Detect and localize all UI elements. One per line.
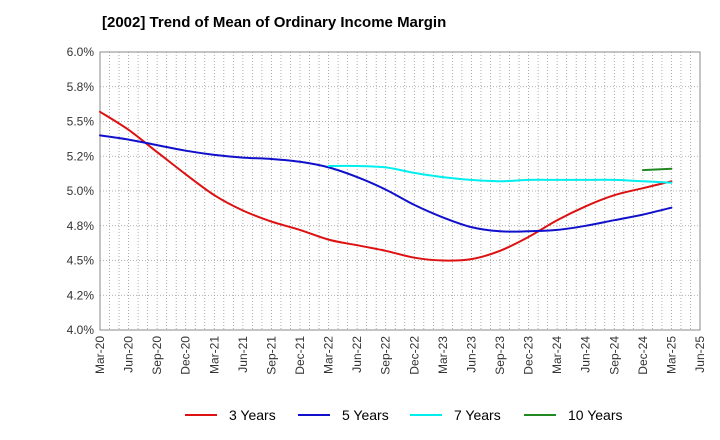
y-tick-label: 4.5% — [67, 254, 95, 268]
x-tick-label: Dec-21 — [293, 336, 307, 375]
y-tick-label: 5.0% — [67, 184, 95, 198]
x-tick-label: Mar-23 — [436, 336, 450, 374]
x-tick-label: Mar-21 — [207, 336, 221, 374]
x-tick-label: Jun-23 — [464, 336, 478, 373]
x-tick-label: Mar-24 — [550, 336, 564, 374]
x-tick-label: Jun-21 — [236, 336, 250, 373]
legend: 3 Years 5 Years 7 Years 10 Years — [0, 404, 720, 426]
x-tick-label: Mar-25 — [664, 336, 678, 374]
legend-label: 10 Years — [568, 407, 623, 423]
x-tick-labels: Mar-20 Jun-20 Sep-20 Dec-20 Mar-21 Jun-21 Sep-… — [93, 336, 707, 375]
line-chart: 4.0% 4.2% 4.5% 4.8% 5.0% 5.2% 5.5% 5.8% 6.0% Mar… — [67, 45, 707, 375]
x-tick-label: Jun-22 — [350, 336, 364, 373]
y-tick-label: 5.5% — [67, 115, 95, 129]
x-tick-label: Mar-22 — [322, 336, 336, 374]
legend-item: 7 Years — [410, 404, 501, 426]
legend-item: 10 Years — [524, 404, 623, 426]
x-tick-label: Sep-24 — [607, 336, 621, 375]
x-tick-label: Jun-24 — [579, 336, 593, 373]
series-line-5-years — [99, 134, 673, 233]
legend-item: 3 Years — [185, 404, 276, 426]
x-tick-label: Sep-22 — [379, 336, 393, 375]
x-tick-label: Mar-20 — [93, 336, 107, 374]
legend-swatch — [410, 414, 442, 416]
legend-label: 3 Years — [229, 407, 276, 423]
y-tick-label: 4.8% — [67, 219, 95, 233]
horizontal-gridlines — [100, 86, 700, 296]
legend-swatch — [524, 414, 556, 416]
y-tick-label: 5.8% — [67, 80, 95, 94]
x-tick-label: Dec-23 — [522, 336, 536, 375]
x-tick-label: Dec-22 — [407, 336, 421, 375]
x-tick-label: Sep-23 — [493, 336, 507, 375]
legend-swatch — [185, 414, 217, 416]
legend-swatch — [298, 414, 330, 416]
chart-title: [2002] Trend of Mean of Ordinary Income … — [102, 14, 447, 31]
y-tick-labels: 4.0% 4.2% 4.5% 4.8% 5.0% 5.2% 5.5% 5.8% 6.0% — [67, 45, 95, 337]
legend-item: 5 Years — [298, 404, 389, 426]
y-tick-label: 6.0% — [67, 45, 95, 59]
legend-label: 5 Years — [342, 407, 389, 423]
series-line-10-years — [641, 167, 673, 172]
legend-label: 7 Years — [454, 407, 501, 423]
x-tick-label: Dec-20 — [179, 336, 193, 375]
y-tick-label: 5.2% — [67, 149, 95, 163]
x-tick-label: Sep-21 — [264, 336, 278, 375]
x-tick-label: Dec-24 — [636, 336, 650, 375]
series-lines — [99, 110, 673, 262]
y-tick-label: 4.0% — [67, 323, 95, 337]
series-line-7-years — [327, 164, 673, 184]
y-tick-label: 4.2% — [67, 288, 95, 302]
x-tick-label: Sep-20 — [150, 336, 164, 375]
x-tick-label: Jun-20 — [122, 336, 136, 373]
x-tick-label: Jun-25 — [693, 336, 707, 373]
series-line-3-years — [99, 110, 673, 262]
